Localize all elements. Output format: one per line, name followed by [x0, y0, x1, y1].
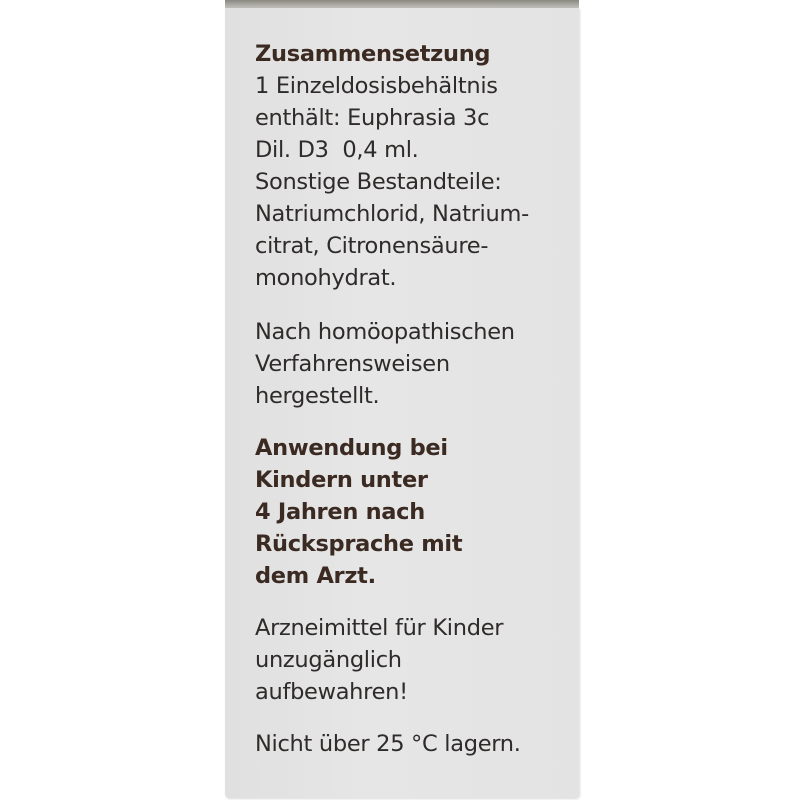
composition-heading: Zusammensetzung: [255, 41, 491, 67]
composition-line: enthält: Euphrasia 3c: [255, 105, 490, 131]
package-side-panel: Zusammensetzung 1 Einzeldosisbehältnis e…: [225, 8, 579, 798]
storage-warning-line: Arzneimittel für Kinder: [255, 615, 504, 641]
storage-warning-line: unzugänglich: [255, 647, 402, 673]
children-warning-line: Anwendung bei: [255, 435, 448, 461]
children-warning-line: dem Arzt.: [255, 563, 376, 589]
composition-line: monohydrat.: [255, 265, 397, 291]
manufacturing-line: hergestellt.: [255, 383, 380, 409]
children-warning-line: 4 Jahren nach: [255, 499, 425, 525]
composition-section: Zusammensetzung 1 Einzeldosisbehältnis e…: [255, 38, 575, 294]
children-warning-line: Kindern unter: [255, 467, 428, 493]
storage-warning-line: aufbewahren!: [255, 679, 408, 705]
children-warning-section: Anwendung bei Kindern unter 4 Jahren nac…: [255, 432, 575, 592]
manufacturing-line: Verfahrensweisen: [255, 351, 450, 377]
temperature-line: Nicht über 25 °C lagern.: [255, 731, 521, 757]
composition-line: Sonstige Bestandteile:: [255, 169, 502, 195]
temperature-section: Nicht über 25 °C lagern.: [255, 728, 575, 760]
composition-line: Dil. D3 0,4 ml.: [255, 137, 419, 163]
box-top-edge: [225, 0, 579, 9]
storage-warning-section: Arzneimittel für Kinder unzugänglich auf…: [255, 612, 575, 708]
composition-line: 1 Einzeldosisbehältnis: [255, 73, 498, 99]
children-warning-line: Rücksprache mit: [255, 531, 463, 557]
manufacturing-section: Nach homöopathischen Verfahrensweisen he…: [255, 316, 575, 412]
composition-line: citrat, Citronensäure-: [255, 233, 489, 259]
manufacturing-line: Nach homöopathischen: [255, 319, 515, 345]
composition-line: Natriumchlorid, Natrium-: [255, 201, 529, 227]
